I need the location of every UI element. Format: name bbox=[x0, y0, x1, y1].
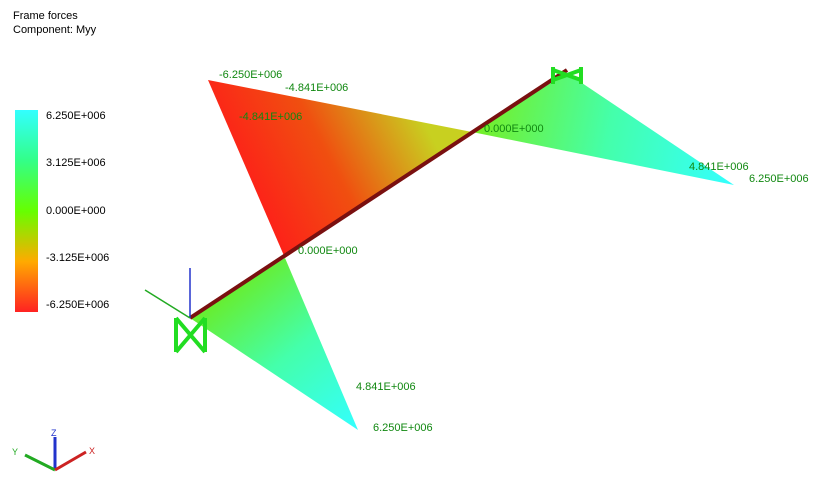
support-bottom[interactable] bbox=[174, 316, 207, 354]
legend-label-min: -6.250E+006 bbox=[46, 299, 110, 311]
panel-title: Frame forces bbox=[13, 10, 78, 22]
negative-moment-region bbox=[208, 80, 472, 258]
label-top-left-mid: -4.841E+006 bbox=[285, 82, 348, 94]
triad-y-label: Y bbox=[12, 447, 18, 457]
local-axis-y bbox=[144, 289, 191, 319]
label-top-left-peak: -6.250E+006 bbox=[219, 69, 282, 81]
axis-triad: Z Y X bbox=[12, 428, 95, 472]
legend-label-max: 6.250E+006 bbox=[46, 110, 106, 122]
support-top[interactable] bbox=[551, 67, 583, 84]
positive-moment-region-right bbox=[472, 73, 734, 185]
triad-x-label: X bbox=[89, 446, 95, 456]
triad-z-label: Z bbox=[51, 428, 57, 438]
triad-y-axis bbox=[24, 453, 56, 472]
label-right-mid: 4.841E+006 bbox=[689, 161, 749, 173]
legend-label-upper: 3.125E+006 bbox=[46, 157, 106, 169]
label-bottom-peak: 6.250E+006 bbox=[373, 422, 433, 434]
label-zero-center: 0.000E+000 bbox=[298, 245, 358, 257]
label-top-left-inner: -4.841E+006 bbox=[239, 111, 302, 123]
color-legend-gradient bbox=[15, 110, 38, 312]
frame-member[interactable] bbox=[188, 68, 569, 320]
label-bottom-mid: 4.841E+006 bbox=[356, 381, 416, 393]
triad-x-axis bbox=[54, 450, 87, 472]
legend-label-lower: -3.125E+006 bbox=[46, 252, 110, 264]
color-legend-bar bbox=[15, 110, 38, 312]
legend-label-zero: 0.000E+000 bbox=[46, 205, 106, 217]
label-right-peak: 6.250E+006 bbox=[749, 173, 809, 185]
component-label: Component: Myy bbox=[13, 24, 97, 36]
label-zero-right: 0.000E+000 bbox=[484, 123, 544, 135]
positive-moment-region-bottom bbox=[190, 258, 358, 430]
